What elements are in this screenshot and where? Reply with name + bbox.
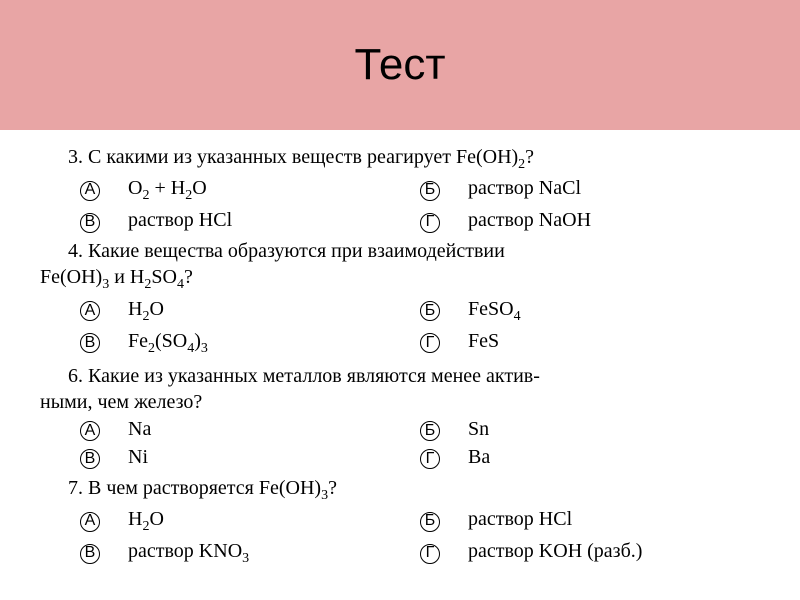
fragment-line — [80, 134, 760, 144]
header-banner: Тест — [0, 0, 800, 130]
option-4b: Б FeSO4 — [420, 295, 760, 327]
question-7-options: А H2O Б раствор HCl В раствор KNO3 Г рас… — [80, 505, 760, 569]
option-text: раствор HCl — [128, 207, 232, 233]
option-6v: В Ni — [80, 443, 420, 471]
option-letter: Б — [420, 181, 440, 201]
option-letter: Г — [420, 213, 440, 233]
question-7: 7. В чем растворяется Fe(OH)3? А H2O Б р… — [40, 475, 760, 570]
option-4v: В Fe2(SO4)3 — [80, 327, 420, 359]
question-4: 4. Какие вещества образуются при взаимод… — [40, 238, 760, 359]
option-letter: Г — [420, 333, 440, 353]
question-6-continuation: ными, чем железо? — [40, 389, 760, 415]
option-4g: Г FeS — [420, 327, 760, 359]
option-text: H2O — [128, 296, 164, 326]
option-letter: Б — [420, 512, 440, 532]
question-3-text: 3. С какими из указанных веществ реагиру… — [40, 144, 760, 174]
option-letter: А — [80, 181, 100, 201]
question-6-options: А Na Б Sn В Ni Г Ba — [80, 415, 760, 471]
option-7a: А H2O — [80, 505, 420, 537]
option-6a: А Na — [80, 415, 420, 443]
content-area: 3. С какими из указанных веществ реагиру… — [0, 130, 800, 594]
option-text: Sn — [468, 416, 489, 442]
option-text: раствор KOH (разб.) — [468, 538, 642, 564]
option-letter: А — [80, 512, 100, 532]
question-4-continuation: Fe(OH)3 и H2SO4? — [40, 264, 760, 294]
option-4a: А H2O — [80, 295, 420, 327]
option-text: O2 + H2O — [128, 175, 207, 205]
option-text: раствор NaOH — [468, 207, 591, 233]
question-7-text: 7. В чем растворяется Fe(OH)3? — [40, 475, 760, 505]
option-text: H2O — [128, 506, 164, 536]
option-6g: Г Ba — [420, 443, 760, 471]
option-text: раствор NaCl — [468, 175, 581, 201]
option-6b: Б Sn — [420, 415, 760, 443]
option-letter: А — [80, 301, 100, 321]
option-letter: Г — [420, 449, 440, 469]
option-text: Ni — [128, 444, 148, 470]
question-6-text: 6. Какие из указанных металлов являются … — [40, 363, 760, 389]
option-7g: Г раствор KOH (разб.) — [420, 537, 760, 569]
option-letter: В — [80, 213, 100, 233]
option-text: FeS — [468, 328, 499, 354]
option-3v: В раствор HCl — [80, 206, 420, 234]
question-4-text: 4. Какие вещества образуются при взаимод… — [40, 238, 760, 264]
option-text: Fe2(SO4)3 — [128, 328, 208, 358]
option-text: раствор HCl — [468, 506, 572, 532]
option-3b: Б раствор NaCl — [420, 174, 760, 206]
option-letter: Б — [420, 421, 440, 441]
question-4-options: А H2O Б FeSO4 В Fe2(SO4)3 Г FeS — [80, 295, 760, 359]
question-3-options: А O2 + H2O Б раствор NaCl В раствор HCl … — [80, 174, 760, 234]
option-letter: А — [80, 421, 100, 441]
option-letter: В — [80, 544, 100, 564]
question-3: 3. С какими из указанных веществ реагиру… — [40, 144, 760, 234]
option-letter: Г — [420, 544, 440, 564]
option-3a: А O2 + H2O — [80, 174, 420, 206]
option-text: Na — [128, 416, 151, 442]
option-7v: В раствор KNO3 — [80, 537, 420, 569]
option-text: раствор KNO3 — [128, 538, 249, 568]
option-7b: Б раствор HCl — [420, 505, 760, 537]
option-letter: Б — [420, 301, 440, 321]
option-text: Ba — [468, 444, 490, 470]
option-3g: Г раствор NaOH — [420, 206, 760, 234]
question-6: 6. Какие из указанных металлов являются … — [40, 363, 760, 471]
option-letter: В — [80, 449, 100, 469]
page-title: Тест — [354, 40, 445, 90]
option-letter: В — [80, 333, 100, 353]
option-text: FeSO4 — [468, 296, 521, 326]
